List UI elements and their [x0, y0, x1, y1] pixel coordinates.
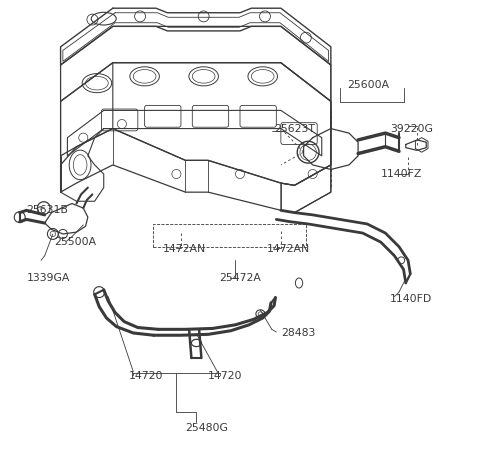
Text: 25480G: 25480G	[185, 423, 228, 433]
Text: 14720: 14720	[129, 371, 163, 381]
Text: 25500A: 25500A	[54, 237, 96, 247]
Text: 1472AN: 1472AN	[163, 244, 206, 254]
Text: 1472AN: 1472AN	[267, 244, 311, 254]
Text: 1140FZ: 1140FZ	[381, 169, 422, 179]
Text: 25623T: 25623T	[274, 123, 315, 133]
Text: 14720: 14720	[208, 371, 243, 381]
Text: 39220G: 39220G	[390, 123, 433, 133]
Text: 28483: 28483	[281, 328, 315, 338]
Text: 1339GA: 1339GA	[26, 273, 70, 283]
Text: 25472A: 25472A	[219, 273, 262, 283]
Text: 25600A: 25600A	[347, 80, 389, 90]
Text: 1140FD: 1140FD	[390, 294, 432, 304]
Text: 25631B: 25631B	[26, 205, 68, 215]
